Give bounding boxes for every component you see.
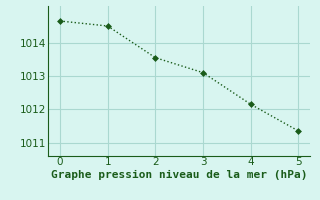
X-axis label: Graphe pression niveau de la mer (hPa): Graphe pression niveau de la mer (hPa) [51,170,308,180]
